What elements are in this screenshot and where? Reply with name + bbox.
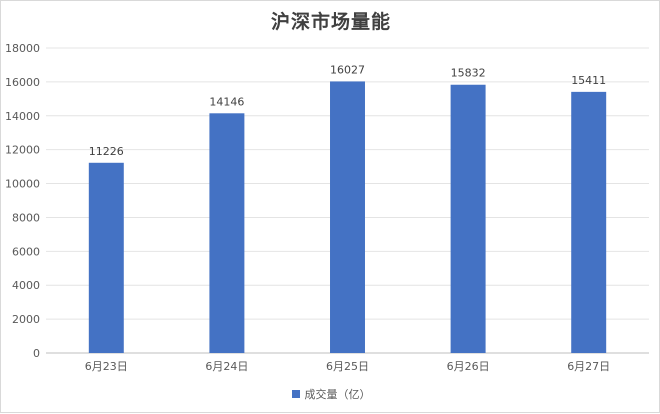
y-tick-label: 8000 bbox=[12, 211, 40, 224]
bar bbox=[450, 84, 486, 353]
data-label: 15832 bbox=[451, 67, 486, 80]
x-tick-label: 6月25日 bbox=[326, 360, 369, 373]
bar bbox=[330, 81, 365, 353]
chart-legend: 成交量（亿） bbox=[1, 386, 660, 402]
y-tick-label: 14000 bbox=[5, 110, 40, 123]
y-tick-label: 0 bbox=[33, 347, 40, 360]
legend-swatch bbox=[291, 390, 300, 398]
bar bbox=[88, 162, 124, 353]
data-label: 16027 bbox=[330, 63, 365, 76]
bar bbox=[571, 91, 607, 353]
bar bbox=[209, 113, 245, 353]
x-tick-label: 6月27日 bbox=[567, 360, 610, 373]
y-tick-label: 4000 bbox=[12, 279, 40, 292]
x-tick-label: 6月24日 bbox=[205, 360, 248, 373]
data-label: 14146 bbox=[209, 95, 244, 108]
y-tick-label: 18000 bbox=[5, 42, 40, 55]
y-tick-label: 6000 bbox=[12, 245, 40, 258]
x-tick-label: 6月26日 bbox=[447, 360, 490, 373]
y-tick-label: 10000 bbox=[5, 178, 40, 191]
y-tick-label: 16000 bbox=[5, 76, 40, 89]
data-label: 15411 bbox=[571, 74, 606, 87]
data-label: 11226 bbox=[89, 145, 124, 158]
chart-title: 沪深市场量能 bbox=[270, 11, 391, 33]
x-tick-label: 6月23日 bbox=[85, 360, 128, 373]
y-tick-label: 12000 bbox=[5, 144, 40, 157]
legend-label: 成交量（亿） bbox=[304, 388, 371, 401]
y-tick-label: 2000 bbox=[12, 313, 40, 326]
